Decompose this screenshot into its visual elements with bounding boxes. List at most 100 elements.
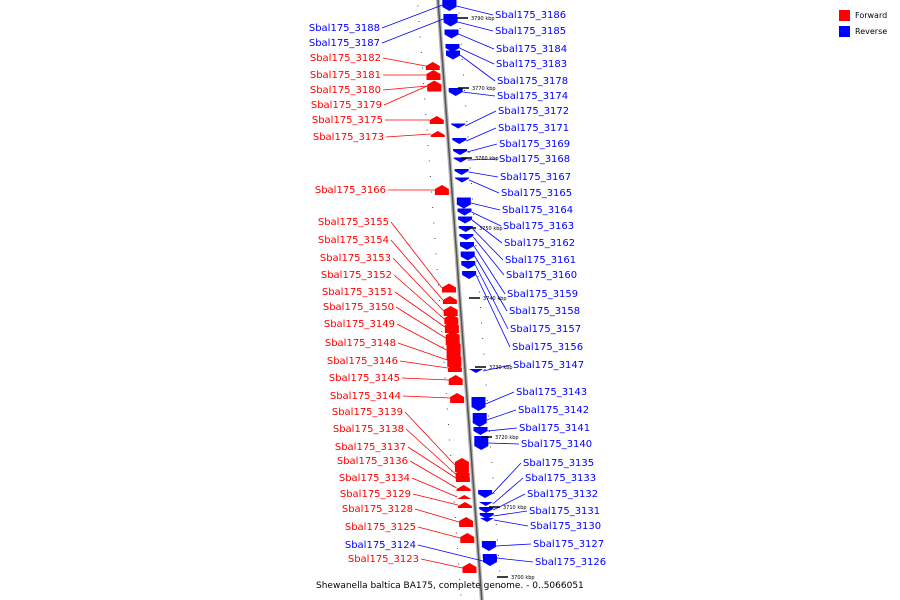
reverse-gene-arrow[interactable]: [458, 226, 473, 232]
reverse-gene-arrow[interactable]: [460, 251, 475, 261]
reverse-gene-arrow[interactable]: [472, 413, 487, 427]
gene-label[interactable]: Sbal175_3151: [322, 287, 393, 298]
forward-gene-arrow[interactable]: [429, 116, 444, 124]
gene-label[interactable]: Sbal175_3124: [345, 540, 416, 551]
gene-label[interactable]: Sbal175_3183: [496, 59, 567, 70]
reverse-gene-arrow[interactable]: [462, 271, 477, 279]
reverse-gene-arrow[interactable]: [446, 50, 460, 60]
reverse-gene-arrow[interactable]: [481, 541, 496, 551]
forward-gene-arrow[interactable]: [444, 321, 459, 333]
gene-label[interactable]: Sbal175_3171: [498, 123, 569, 134]
gene-label[interactable]: Sbal175_3152: [321, 270, 392, 281]
gene-label[interactable]: Sbal175_3147: [513, 360, 584, 371]
forward-gene-arrow[interactable]: [430, 131, 445, 137]
gene-label[interactable]: Sbal175_3127: [533, 539, 604, 550]
gene-label[interactable]: Sbal175_3179: [311, 100, 382, 111]
gene-label[interactable]: Sbal175_3166: [315, 185, 386, 196]
gene-label[interactable]: Sbal175_3181: [310, 70, 381, 81]
gene-label[interactable]: Sbal175_3184: [496, 44, 567, 55]
gene-label[interactable]: Sbal175_3178: [497, 76, 568, 87]
gene-label[interactable]: Sbal175_3173: [313, 132, 384, 143]
forward-gene-arrow[interactable]: [427, 81, 442, 91]
forward-gene-arrow[interactable]: [456, 485, 471, 491]
gene-label[interactable]: Sbal175_3162: [504, 238, 575, 249]
gene-label[interactable]: Sbal175_3167: [500, 172, 571, 183]
gene-label[interactable]: Sbal175_3168: [499, 154, 570, 165]
gene-label[interactable]: Sbal175_3169: [499, 139, 570, 150]
reverse-gene-arrow[interactable]: [454, 169, 469, 175]
forward-gene-arrow[interactable]: [454, 458, 469, 472]
gene-label[interactable]: Sbal175_3186: [495, 10, 566, 21]
reverse-gene-arrow[interactable]: [478, 502, 493, 506]
gene-label[interactable]: Sbal175_3141: [519, 423, 590, 434]
reverse-gene-arrow[interactable]: [455, 177, 470, 183]
reverse-gene-arrow[interactable]: [461, 261, 476, 269]
forward-gene-arrow[interactable]: [448, 375, 463, 385]
reverse-gene-arrow[interactable]: [482, 554, 497, 562]
reverse-gene-arrow[interactable]: [480, 518, 494, 522]
gene-label[interactable]: Sbal175_3174: [497, 91, 568, 102]
forward-gene-arrow[interactable]: [442, 283, 456, 293]
gene-label[interactable]: Sbal175_3131: [529, 506, 600, 517]
reverse-gene-arrow[interactable]: [451, 123, 466, 129]
gene-label[interactable]: Sbal175_3158: [509, 306, 580, 317]
reverse-gene-arrow[interactable]: [473, 427, 488, 435]
gene-label[interactable]: Sbal175_3148: [325, 338, 396, 349]
gene-label[interactable]: Sbal175_3132: [527, 489, 598, 500]
gene-label[interactable]: Sbal175_3129: [340, 489, 411, 500]
reverse-gene-arrow[interactable]: [445, 44, 460, 52]
gene-label[interactable]: Sbal175_3157: [510, 324, 581, 335]
gene-label[interactable]: Sbal175_3123: [348, 554, 419, 565]
gene-label[interactable]: Sbal175_3135: [523, 458, 594, 469]
forward-gene-arrow[interactable]: [447, 353, 462, 367]
forward-gene-arrow[interactable]: [444, 314, 459, 324]
gene-label[interactable]: Sbal175_3180: [310, 85, 381, 96]
reverse-gene-arrow[interactable]: [443, 17, 458, 27]
gene-label[interactable]: Sbal175_3143: [516, 387, 587, 398]
gene-label[interactable]: Sbal175_3134: [339, 473, 410, 484]
reverse-gene-arrow[interactable]: [453, 149, 468, 155]
gene-label[interactable]: Sbal175_3138: [333, 424, 404, 435]
reverse-gene-arrow[interactable]: [474, 436, 489, 450]
forward-gene-arrow[interactable]: [455, 474, 470, 482]
gene-label[interactable]: Sbal175_3161: [505, 255, 576, 266]
reverse-gene-arrow[interactable]: [442, 1, 457, 11]
gene-label[interactable]: Sbal175_3185: [495, 26, 566, 37]
gene-label[interactable]: Sbal175_3159: [507, 289, 578, 300]
forward-gene-arrow[interactable]: [443, 306, 458, 316]
reverse-gene-arrow[interactable]: [460, 242, 474, 250]
gene-label[interactable]: Sbal175_3156: [512, 342, 583, 353]
gene-label[interactable]: Sbal175_3140: [521, 439, 592, 450]
forward-gene-arrow[interactable]: [426, 70, 441, 80]
forward-gene-arrow[interactable]: [434, 185, 449, 195]
gene-label[interactable]: Sbal175_3182: [310, 53, 381, 64]
gene-label[interactable]: Sbal175_3137: [335, 442, 406, 453]
gene-label[interactable]: Sbal175_3175: [312, 115, 383, 126]
gene-label[interactable]: Sbal175_3163: [503, 221, 574, 232]
reverse-gene-arrow[interactable]: [456, 197, 471, 209]
reverse-gene-arrow[interactable]: [452, 138, 467, 144]
gene-label[interactable]: Sbal175_3146: [327, 356, 398, 367]
gene-label[interactable]: Sbal175_3188: [309, 23, 380, 34]
reverse-gene-arrow[interactable]: [479, 507, 494, 513]
reverse-gene-arrow[interactable]: [469, 369, 484, 373]
gene-label[interactable]: Sbal175_3144: [330, 391, 401, 402]
reverse-gene-arrow[interactable]: [478, 490, 493, 498]
gene-label[interactable]: Sbal175_3153: [320, 253, 391, 264]
gene-label[interactable]: Sbal175_3150: [323, 302, 394, 313]
forward-gene-arrow[interactable]: [457, 502, 472, 508]
gene-label[interactable]: Sbal175_3125: [345, 522, 416, 533]
gene-label[interactable]: Sbal175_3154: [318, 235, 389, 246]
forward-gene-arrow[interactable]: [462, 563, 477, 573]
forward-gene-arrow[interactable]: [447, 364, 462, 372]
gene-label[interactable]: Sbal175_3172: [498, 106, 569, 117]
gene-label[interactable]: Sbal175_3128: [342, 504, 413, 515]
forward-gene-arrow[interactable]: [442, 296, 457, 304]
reverse-gene-arrow[interactable]: [458, 216, 473, 224]
gene-label[interactable]: Sbal175_3145: [329, 373, 400, 384]
reverse-gene-arrow[interactable]: [479, 513, 494, 519]
gene-label[interactable]: Sbal175_3149: [324, 319, 395, 330]
forward-gene-arrow[interactable]: [450, 393, 465, 403]
forward-gene-arrow[interactable]: [457, 495, 472, 499]
gene-label[interactable]: Sbal175_3126: [535, 557, 606, 568]
